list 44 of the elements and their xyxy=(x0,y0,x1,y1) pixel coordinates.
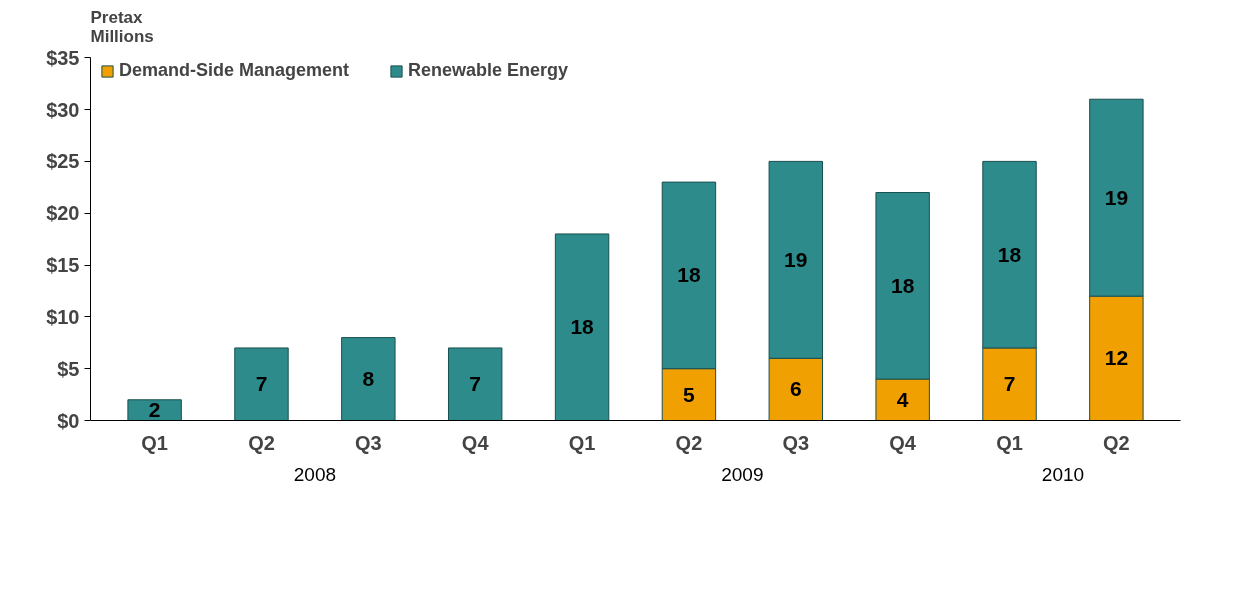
data-label: 18 xyxy=(570,315,595,339)
y-tick-label: $30 xyxy=(46,98,80,121)
x-tick-label: Q2 xyxy=(1103,431,1130,454)
data-label: 6 xyxy=(789,377,802,401)
bar xyxy=(234,347,289,421)
data-label: 18 xyxy=(677,263,701,287)
y-tick-label: $15 xyxy=(46,254,80,277)
y-axis-title: Pretax Millions xyxy=(90,7,154,46)
x-tick-label: Q1 xyxy=(568,431,596,454)
y-tick-label: $25 xyxy=(46,150,80,173)
x-tick-label: Q4 xyxy=(461,431,490,454)
data-label: 18 xyxy=(890,273,915,297)
x-tick-label: Q2 xyxy=(675,431,703,454)
bar xyxy=(447,347,503,421)
y-tick-label: $20 xyxy=(46,202,80,225)
bar xyxy=(554,233,610,421)
data-label: 5 xyxy=(683,382,696,406)
data-label: 12 xyxy=(1104,346,1129,370)
data-label: 18 xyxy=(997,242,1022,266)
data-label: 4 xyxy=(896,387,909,411)
y-tick-label: $35 xyxy=(46,46,80,69)
bar xyxy=(341,337,396,421)
y-tick-label: $0 xyxy=(57,409,80,432)
x-tick-label: Q3 xyxy=(782,431,810,454)
y-tick-label: $10 xyxy=(46,305,80,328)
x-tick-label: Q4 xyxy=(889,431,917,454)
text: 2010 xyxy=(1041,463,1085,485)
x-tick-label: Q3 xyxy=(355,431,382,454)
x-tick-label: Q1 xyxy=(996,431,1023,454)
y-tick-label: $5 xyxy=(57,357,80,380)
data-label: 7 xyxy=(1003,372,1016,396)
data-label: 19 xyxy=(1104,185,1129,209)
data-label: 7 xyxy=(255,372,268,396)
text: 2009 xyxy=(721,463,764,485)
data-label: 2 xyxy=(148,398,161,422)
x-tick-label: Q1 xyxy=(141,431,168,454)
data-label: 19 xyxy=(784,247,808,271)
data-label: 7 xyxy=(469,372,482,396)
legend-label: Renewable Energy xyxy=(408,60,569,81)
x-tick-label: Q2 xyxy=(248,431,275,454)
legend-label: Demand-Side Management xyxy=(119,60,350,81)
data-label: 8 xyxy=(362,367,375,391)
text: 2008 xyxy=(293,463,337,485)
bar xyxy=(127,399,182,421)
